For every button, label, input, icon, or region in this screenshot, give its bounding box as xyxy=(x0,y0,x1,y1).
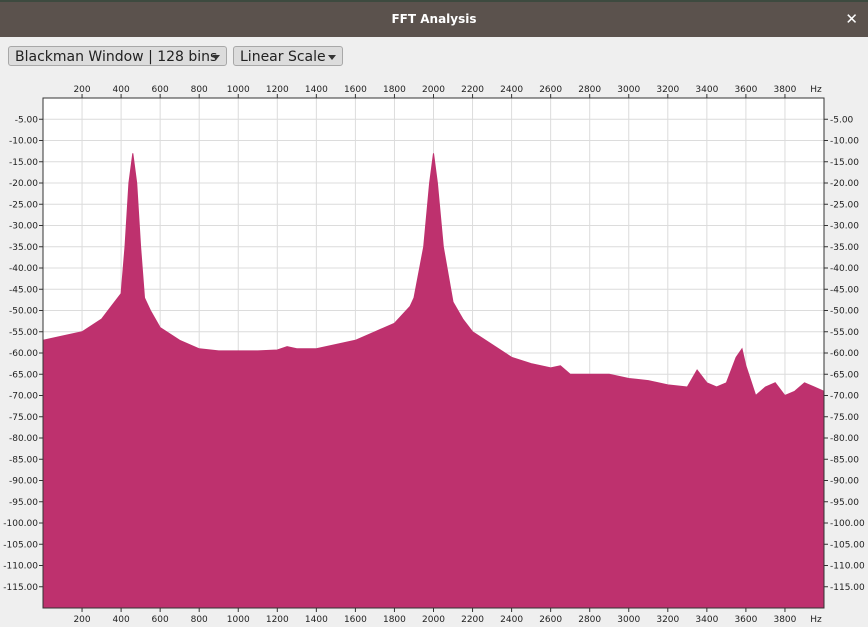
y-tick-label-right: -30.00 xyxy=(830,222,859,232)
x-tick-label-bottom: 3400 xyxy=(695,615,718,625)
y-tick-label-right: -60.00 xyxy=(830,349,859,359)
window-function-dropdown[interactable]: Blackman Window | 128 bins xyxy=(8,46,227,66)
title-bar: FFT Analysis ✕ xyxy=(0,0,868,37)
window-title: FFT Analysis xyxy=(391,12,477,26)
x-tick-label-top: 3600 xyxy=(734,85,757,95)
y-tick-label-left: -50.00 xyxy=(9,307,38,317)
y-tick-label-left: -115.00 xyxy=(3,583,38,593)
x-tick-label-bottom: 3200 xyxy=(656,615,679,625)
y-tick-label-right: -75.00 xyxy=(830,413,859,423)
x-tick-label-bottom: 1800 xyxy=(383,615,406,625)
x-unit-label-bottom: Hz xyxy=(810,615,822,625)
x-tick-label-top: 1200 xyxy=(266,85,289,95)
y-tick-label-left: -45.00 xyxy=(9,285,38,295)
x-tick-label-top: 2600 xyxy=(539,85,562,95)
y-tick-label-left: -85.00 xyxy=(9,455,38,465)
x-tick-label-top: 2200 xyxy=(461,85,484,95)
x-tick-label-bottom: 800 xyxy=(191,615,208,625)
x-tick-label-bottom: 1000 xyxy=(227,615,250,625)
x-tick-label-top: 3800 xyxy=(773,85,796,95)
close-icon[interactable]: ✕ xyxy=(845,10,858,28)
y-tick-label-left: -80.00 xyxy=(9,434,38,444)
y-tick-label-left: -95.00 xyxy=(9,498,38,508)
y-tick-label-left: -110.00 xyxy=(3,562,38,572)
y-tick-label-left: -10.00 xyxy=(9,137,38,147)
y-tick-label-left: -65.00 xyxy=(9,370,38,380)
chevron-down-icon xyxy=(212,55,220,60)
y-tick-label-left: -70.00 xyxy=(9,392,38,402)
y-tick-label-right: -45.00 xyxy=(830,285,859,295)
y-tick-label-left: -60.00 xyxy=(9,349,38,359)
y-tick-label-right: -110.00 xyxy=(830,562,865,572)
y-tick-label-left: -55.00 xyxy=(9,328,38,338)
y-tick-label-left: -75.00 xyxy=(9,413,38,423)
x-tick-label-bottom: 2000 xyxy=(422,615,445,625)
y-tick-label-right: -65.00 xyxy=(830,370,859,380)
y-tick-label-right: -20.00 xyxy=(830,179,859,189)
x-tick-label-bottom: 600 xyxy=(152,615,169,625)
x-tick-label-top: 3400 xyxy=(695,85,718,95)
y-tick-label-left: -20.00 xyxy=(9,179,38,189)
x-tick-label-top: 2400 xyxy=(500,85,523,95)
x-tick-label-top: 800 xyxy=(191,85,208,95)
y-tick-label-right: -115.00 xyxy=(830,583,865,593)
y-tick-label-right: -25.00 xyxy=(830,200,859,210)
y-tick-label-right: -100.00 xyxy=(830,519,865,529)
x-tick-label-bottom: 2800 xyxy=(578,615,601,625)
x-tick-label-top: 1000 xyxy=(227,85,250,95)
x-tick-label-bottom: 1400 xyxy=(305,615,328,625)
y-tick-label-right: -35.00 xyxy=(830,243,859,253)
y-tick-label-left: -40.00 xyxy=(9,264,38,274)
window-function-value: Blackman Window | 128 bins xyxy=(15,49,218,65)
y-tick-label-right: -95.00 xyxy=(830,498,859,508)
x-unit-label-top: Hz xyxy=(810,85,822,95)
x-tick-label-bottom: 3600 xyxy=(734,615,757,625)
chevron-down-icon xyxy=(328,55,336,60)
scale-dropdown[interactable]: Linear Scale xyxy=(233,46,343,66)
x-tick-label-top: 2000 xyxy=(422,85,445,95)
x-tick-label-bottom: 200 xyxy=(73,615,90,625)
x-tick-label-bottom: 3800 xyxy=(773,615,796,625)
x-tick-label-top: 600 xyxy=(152,85,169,95)
y-tick-label-left: -90.00 xyxy=(9,477,38,487)
x-tick-label-top: 3000 xyxy=(617,85,640,95)
y-tick-label-right: -70.00 xyxy=(830,392,859,402)
x-tick-label-bottom: 400 xyxy=(113,615,130,625)
y-tick-label-right: -10.00 xyxy=(830,137,859,147)
spectrum-area xyxy=(42,153,825,609)
y-tick-label-right: -15.00 xyxy=(830,158,859,168)
y-tick-label-left: -30.00 xyxy=(9,222,38,232)
y-tick-label-left: -100.00 xyxy=(3,519,38,529)
x-tick-label-bottom: 2200 xyxy=(461,615,484,625)
y-tick-label-right: -80.00 xyxy=(830,434,859,444)
y-tick-label-right: -55.00 xyxy=(830,328,859,338)
x-tick-label-bottom: 1600 xyxy=(344,615,367,625)
x-tick-label-top: 1400 xyxy=(305,85,328,95)
x-tick-label-bottom: 1200 xyxy=(266,615,289,625)
scale-value: Linear Scale xyxy=(240,49,326,65)
y-tick-label-left: -5.00 xyxy=(15,115,39,125)
y-tick-label-right: -90.00 xyxy=(830,477,859,487)
y-tick-label-right: -85.00 xyxy=(830,455,859,465)
x-tick-label-top: 200 xyxy=(73,85,90,95)
y-tick-label-left: -15.00 xyxy=(9,158,38,168)
y-tick-label-right: -5.00 xyxy=(830,115,854,125)
y-tick-label-right: -105.00 xyxy=(830,540,865,550)
y-tick-label-right: -50.00 xyxy=(830,307,859,317)
x-tick-label-top: 1800 xyxy=(383,85,406,95)
x-tick-label-top: 1600 xyxy=(344,85,367,95)
x-tick-label-bottom: 3000 xyxy=(617,615,640,625)
x-tick-label-top: 2800 xyxy=(578,85,601,95)
x-tick-label-top: 400 xyxy=(113,85,130,95)
x-tick-label-bottom: 2600 xyxy=(539,615,562,625)
y-tick-label-left: -35.00 xyxy=(9,243,38,253)
x-tick-label-bottom: 2400 xyxy=(500,615,523,625)
y-tick-label-left: -105.00 xyxy=(3,540,38,550)
y-tick-label-right: -40.00 xyxy=(830,264,859,274)
x-tick-label-top: 3200 xyxy=(656,85,679,95)
y-tick-label-left: -25.00 xyxy=(9,200,38,210)
